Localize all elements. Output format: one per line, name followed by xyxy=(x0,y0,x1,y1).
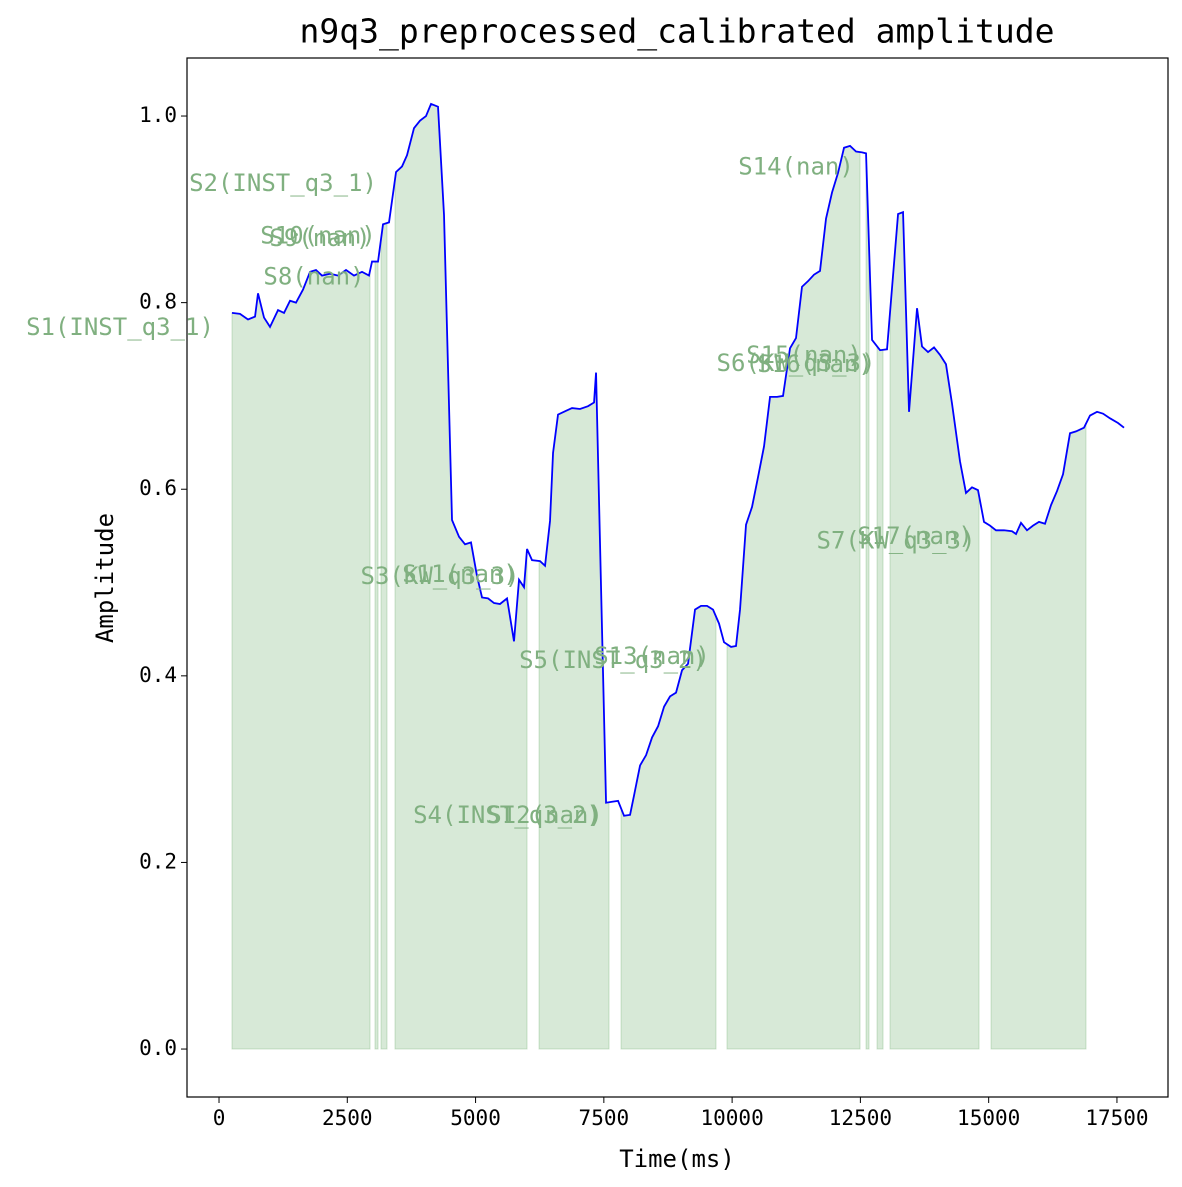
segment-area xyxy=(865,153,870,1050)
segment-label: S7(KW_q3_3) xyxy=(817,526,976,554)
segment-label: S13(nan) xyxy=(594,642,710,670)
segment-label: S8(nan) xyxy=(263,262,364,290)
x-tick-label: 10000 xyxy=(701,1106,764,1130)
y-tick-label: 0.8 xyxy=(139,290,177,314)
segment-area xyxy=(889,211,980,1050)
x-tick-label: 0 xyxy=(213,1106,226,1130)
y-tick-label: 1.0 xyxy=(139,103,177,127)
segment-label: S5(INST_q3_2) xyxy=(519,646,707,674)
y-tick-label: 0.0 xyxy=(139,1036,177,1060)
chart-title: n9q3_preprocessed_calibrated amplitude xyxy=(300,12,1055,52)
segment-label: S3(KW_q3_3) xyxy=(361,562,520,590)
segment-area xyxy=(231,269,371,1050)
x-tick-label: 5000 xyxy=(450,1106,501,1130)
segment-label: S16(nan) xyxy=(757,350,873,378)
y-tick-label: 0.6 xyxy=(139,476,177,500)
segment-area xyxy=(374,261,379,1050)
segment-label: S2(INST_q3_1) xyxy=(189,169,377,197)
x-tick-label: 7500 xyxy=(579,1106,630,1130)
y-tick-label: 0.2 xyxy=(139,849,177,873)
plot-frame xyxy=(186,57,1169,1098)
y-tick-label: 0.4 xyxy=(139,663,177,687)
segment-label: S10(nan) xyxy=(260,221,376,249)
segment-label: S11(nan) xyxy=(402,560,518,588)
segment-label: S14(nan) xyxy=(738,152,854,180)
x-axis-label: Time(ms) xyxy=(619,1145,735,1173)
x-tick-label: 2500 xyxy=(322,1106,373,1130)
y-axis-label: Amplitude xyxy=(91,513,119,643)
segment-label: S17(nan) xyxy=(857,522,973,550)
segment-label: S15(nan) xyxy=(746,341,862,369)
x-tick-label: 17500 xyxy=(1085,1106,1148,1130)
segment-area xyxy=(876,344,884,1050)
segment-area xyxy=(990,423,1087,1050)
segment-area xyxy=(726,145,861,1050)
amplitude-line xyxy=(231,102,1125,817)
segment-label: S6(KW_q3_3) xyxy=(717,349,876,377)
segment-label: S9(nan) xyxy=(269,224,370,252)
segment-label: S4(INST_q3_2) xyxy=(413,801,601,829)
segment-label: S12(nan) xyxy=(487,801,603,829)
segment-area xyxy=(380,222,388,1050)
x-tick-label: 15000 xyxy=(957,1106,1020,1130)
x-tick-label: 12500 xyxy=(829,1106,892,1130)
segment-label: S1(INST_q3_1) xyxy=(26,313,214,341)
